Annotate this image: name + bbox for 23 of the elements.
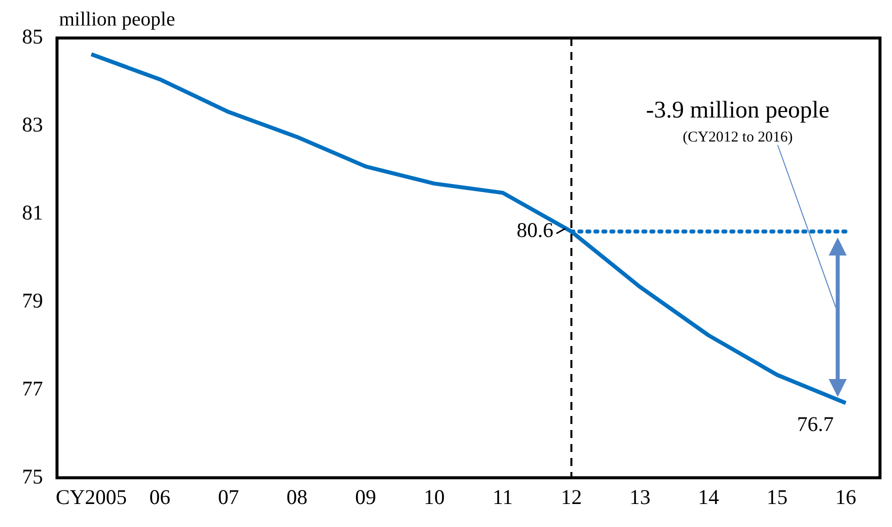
data-label: 80.6 [516, 218, 554, 242]
x-tick-label: 12 [560, 484, 582, 509]
y-tick-label: 79 [22, 288, 43, 312]
x-tick-label: 15 [766, 484, 788, 509]
y-tick-label: 85 [22, 24, 43, 49]
x-tick-label: 10 [424, 484, 445, 509]
y-tick-label: 77 [22, 376, 43, 400]
x-tick-label: 07 [218, 484, 239, 509]
y-tick-label: 83 [22, 112, 43, 136]
y-tick-label: 75 [22, 464, 43, 488]
x-tick-label: 11 [492, 484, 513, 509]
x-tick-label: 13 [629, 484, 650, 509]
x-tick-label: 14 [698, 484, 720, 509]
x-tick-label: 09 [355, 484, 376, 509]
annotation: -3.9 million people [646, 97, 830, 124]
data-label: 76.7 [796, 412, 834, 436]
x-tick-label: CY2005 [56, 484, 127, 509]
x-tick-label: 16 [835, 484, 856, 509]
y-axis-title: million people [59, 8, 176, 30]
annotation: (CY2012 to 2016) [682, 129, 793, 146]
x-tick-label: 08 [286, 484, 308, 509]
y-tick-label: 81 [22, 200, 43, 224]
x-tick-label: 06 [149, 484, 170, 509]
